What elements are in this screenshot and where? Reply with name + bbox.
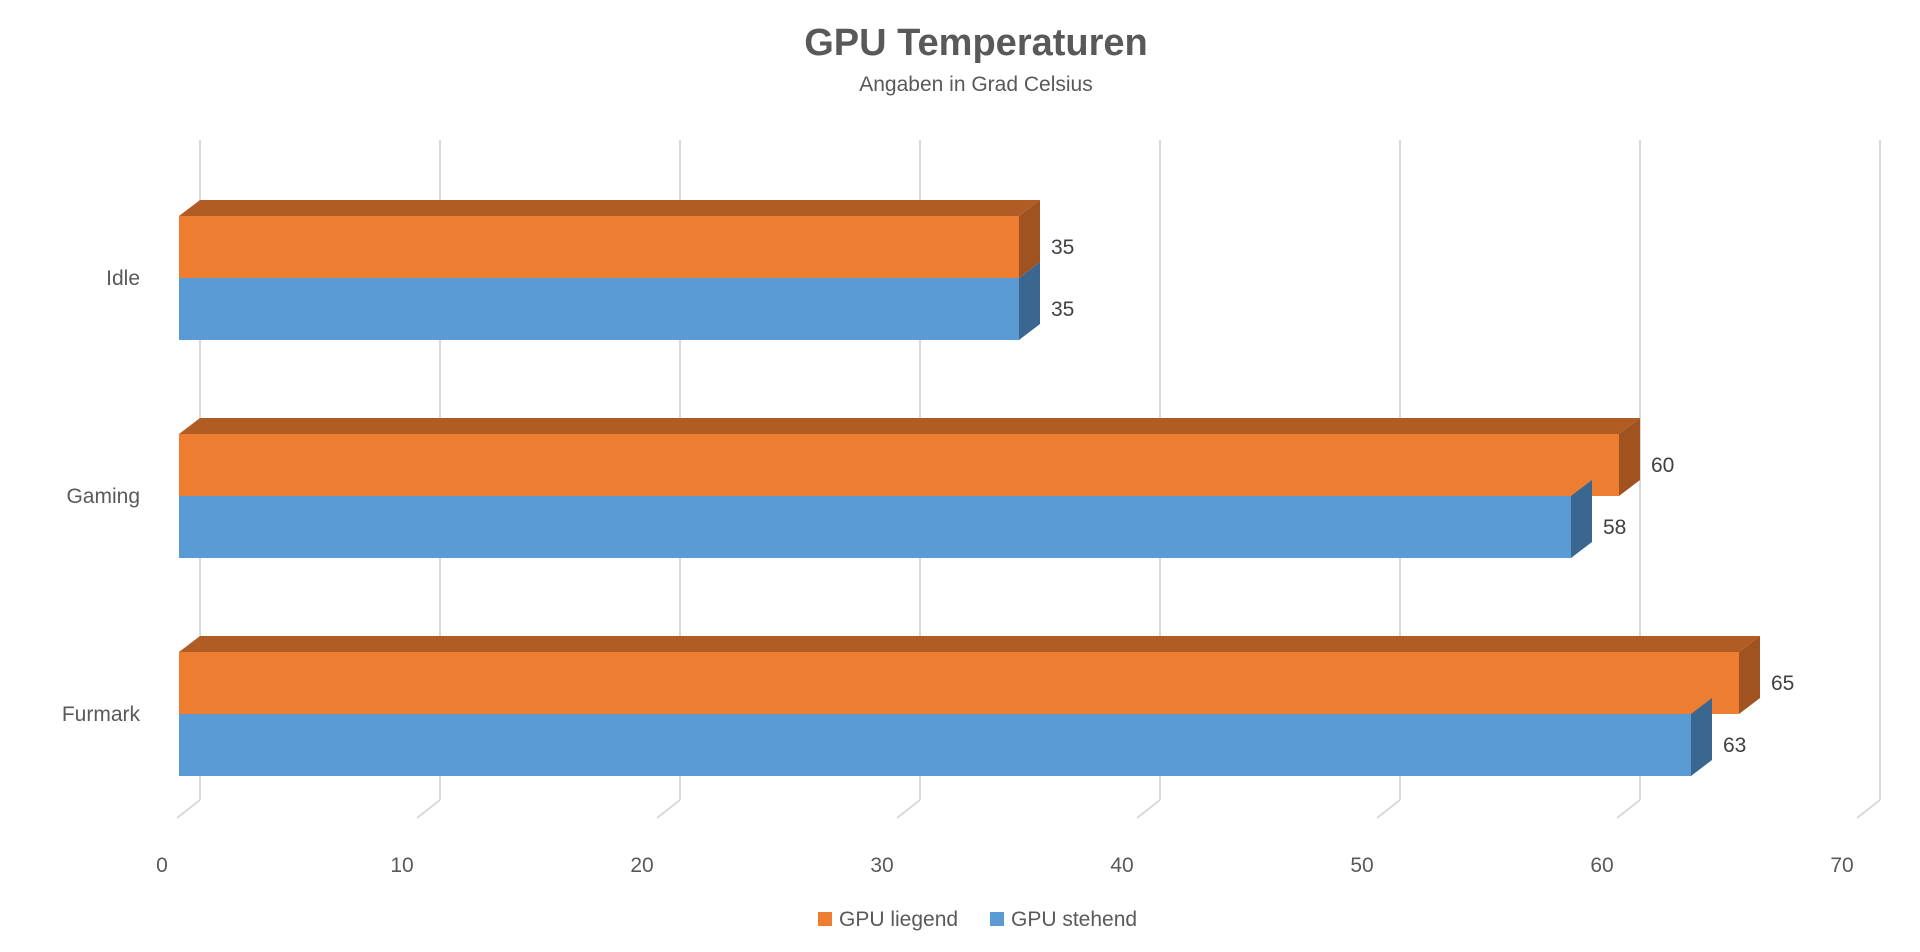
x-tick-label: 20 bbox=[630, 854, 653, 877]
x-tick-label: 40 bbox=[1110, 854, 1133, 877]
bars bbox=[179, 200, 1760, 776]
bar-side-face bbox=[1019, 200, 1040, 278]
gridline-floor bbox=[1856, 799, 1881, 819]
bar-stehend bbox=[179, 698, 1712, 776]
chart-title: GPU Temperaturen bbox=[804, 22, 1147, 64]
category-label: Gaming bbox=[66, 485, 140, 508]
bar-front-face bbox=[179, 714, 1691, 776]
legend-swatch bbox=[990, 912, 1004, 926]
legend-label: GPU stehend bbox=[1011, 908, 1137, 931]
legend-item: GPU liegend bbox=[818, 908, 958, 931]
data-label: 60 bbox=[1651, 454, 1674, 477]
bar-liegend bbox=[179, 636, 1760, 714]
gridline-floor bbox=[656, 799, 681, 819]
x-tick-label: 60 bbox=[1590, 854, 1613, 877]
data-label: 35 bbox=[1051, 236, 1074, 259]
gridline-floor bbox=[1616, 799, 1641, 819]
bar-side-face bbox=[1571, 480, 1592, 558]
data-label: 58 bbox=[1603, 516, 1626, 539]
bar-top-face bbox=[179, 636, 1760, 652]
legend-swatch bbox=[818, 912, 832, 926]
x-axis-ticks: 0 10 20 30 40 50 60 70 bbox=[156, 854, 1854, 877]
bar-front-face bbox=[179, 652, 1739, 714]
bar-front-face bbox=[179, 278, 1019, 340]
bar-side-face bbox=[1739, 636, 1760, 714]
gridline-floor bbox=[896, 799, 921, 819]
y-axis-categories: Idle Gaming Furmark bbox=[62, 267, 141, 726]
x-tick-label: 30 bbox=[870, 854, 893, 877]
gridline-floor bbox=[416, 799, 441, 819]
category-label: Furmark bbox=[62, 703, 141, 726]
bar-stehend bbox=[179, 480, 1592, 558]
bar-side-face bbox=[1619, 418, 1640, 496]
data-label: 63 bbox=[1723, 734, 1746, 757]
bar-front-face bbox=[179, 216, 1019, 278]
legend: GPU liegend GPU stehend bbox=[818, 908, 1137, 931]
legend-label: GPU liegend bbox=[839, 908, 958, 931]
data-labels: 35 35 60 58 65 63 bbox=[1051, 236, 1794, 757]
gridline-floor bbox=[176, 799, 201, 819]
x-tick-label: 50 bbox=[1350, 854, 1373, 877]
bar-liegend bbox=[179, 418, 1640, 496]
category-label: Idle bbox=[106, 267, 140, 290]
gridline-floor bbox=[1136, 799, 1161, 819]
chart-subtitle: Angaben in Grad Celsius bbox=[859, 73, 1092, 96]
data-label: 65 bbox=[1771, 672, 1794, 695]
x-tick-label: 0 bbox=[156, 854, 168, 877]
bar-side-face bbox=[1691, 698, 1712, 776]
bar-top-face bbox=[179, 200, 1040, 216]
bar-stehend bbox=[179, 262, 1040, 340]
x-tick-label: 70 bbox=[1830, 854, 1853, 877]
bar-liegend bbox=[179, 200, 1040, 278]
bar-top-face bbox=[179, 418, 1640, 434]
bar-front-face bbox=[179, 434, 1619, 496]
bar-front-face bbox=[179, 496, 1571, 558]
data-label: 35 bbox=[1051, 298, 1074, 321]
x-tick-label: 10 bbox=[390, 854, 413, 877]
legend-item: GPU stehend bbox=[990, 908, 1137, 931]
bar-side-face bbox=[1019, 262, 1040, 340]
gridline-floor bbox=[1376, 799, 1401, 819]
